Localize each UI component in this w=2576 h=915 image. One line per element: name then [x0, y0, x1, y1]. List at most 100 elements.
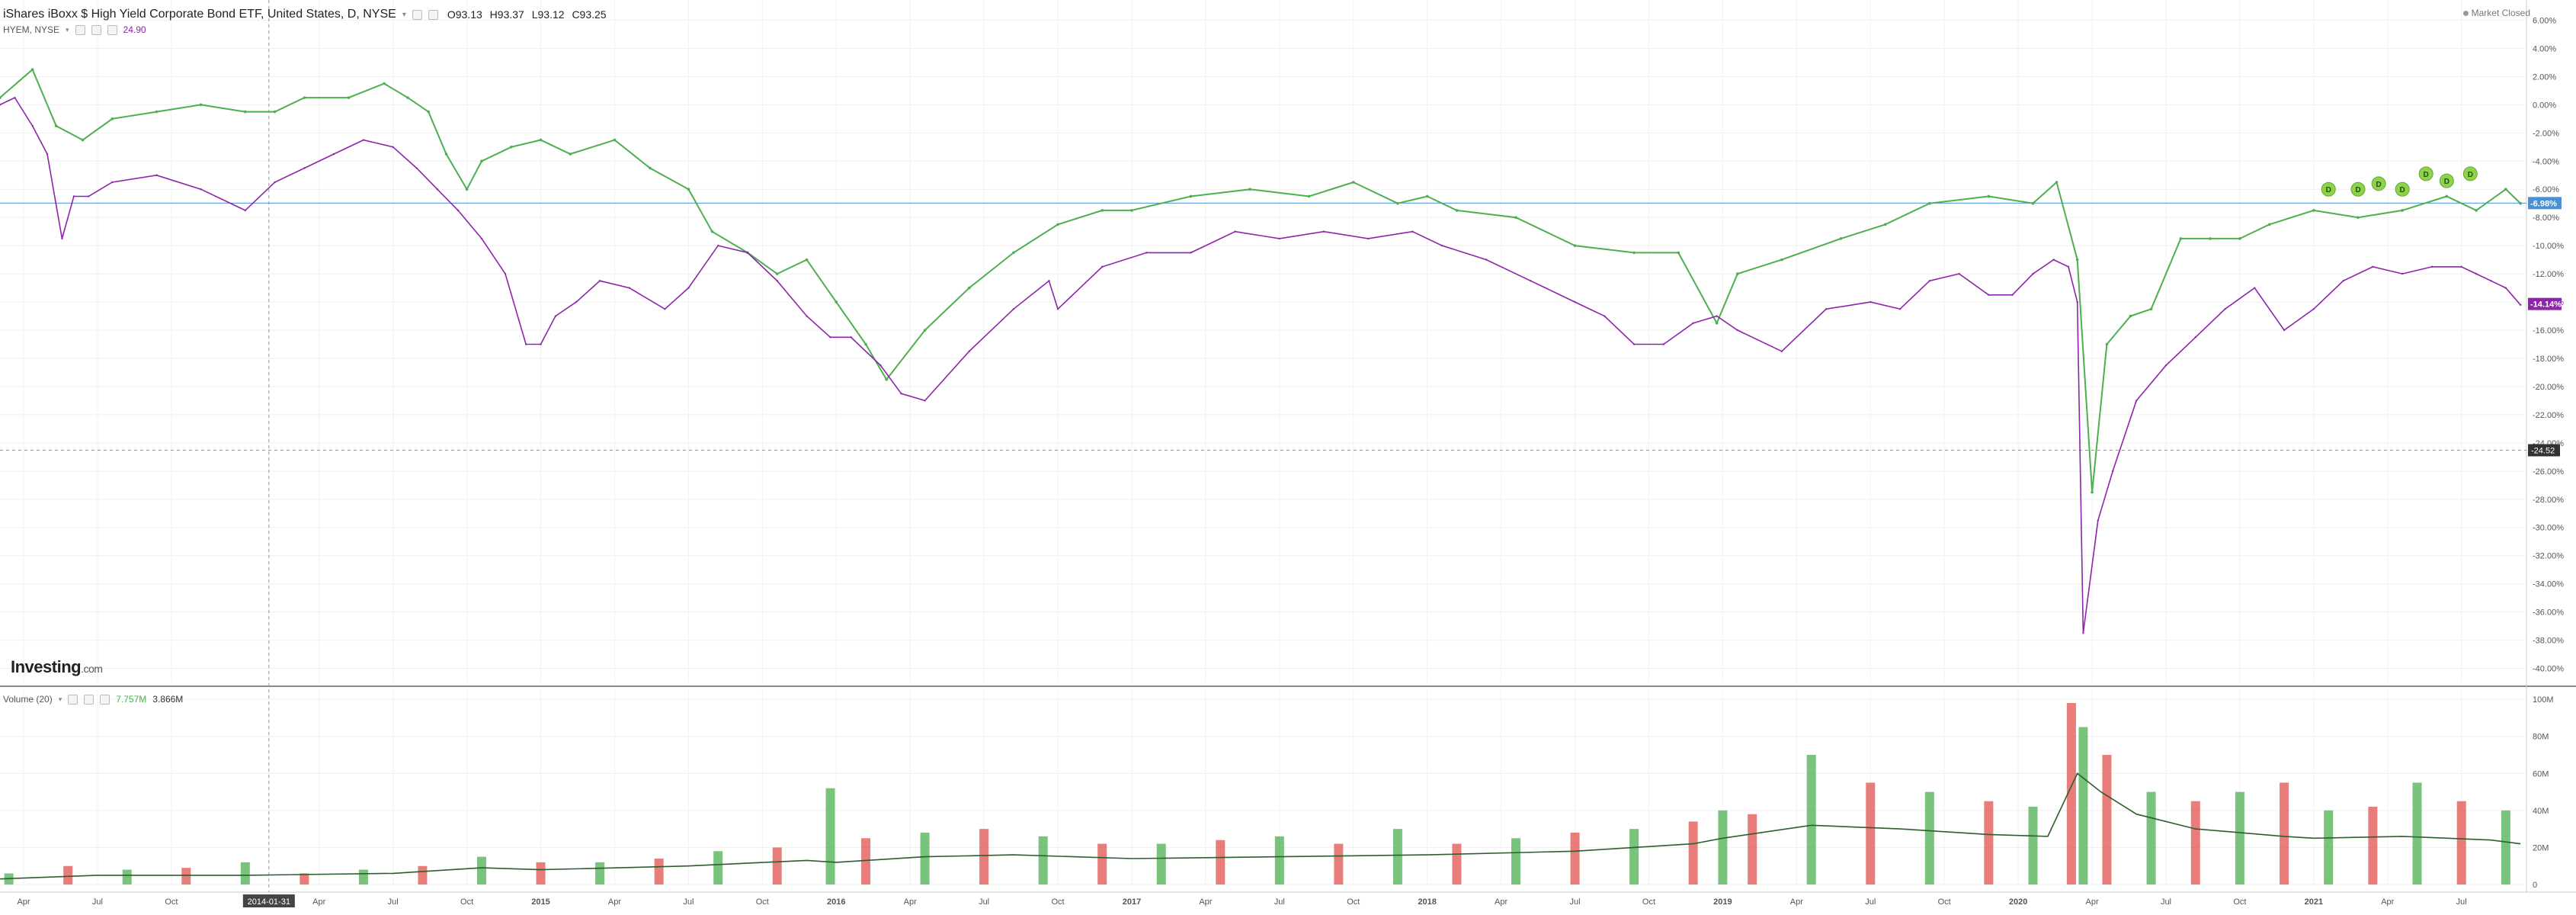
volume-bar — [920, 833, 930, 884]
volume-bar — [1156, 843, 1166, 884]
volume-remove-button[interactable] — [100, 694, 111, 705]
y-tick-label: -34.00% — [2533, 580, 2564, 589]
volume-bar — [2235, 791, 2244, 884]
hyg-point — [406, 96, 409, 99]
hyem-point — [2401, 272, 2404, 275]
x-tick-label: Jul — [388, 897, 399, 907]
low-value: L93.12 — [531, 8, 565, 21]
compare-remove-button[interactable] — [107, 24, 117, 35]
hyg-point — [111, 117, 114, 120]
hyem-point — [244, 209, 247, 212]
hyem-point — [1056, 308, 1059, 310]
hyg-point — [1351, 181, 1355, 184]
hyem-point — [1485, 258, 1488, 261]
hyem-point — [200, 188, 202, 191]
logo-brand: Investing — [11, 657, 82, 676]
compare-hide-button[interactable] — [75, 24, 85, 35]
hyem-point — [457, 209, 460, 212]
volume-dropdown-icon[interactable]: ▾ — [58, 695, 62, 703]
volume-bar — [2066, 703, 2076, 884]
volume-hide-button[interactable] — [68, 694, 78, 705]
hyg-point — [1677, 251, 1680, 255]
x-tick-label: 2015 — [531, 897, 549, 907]
hyg-point — [1189, 194, 1193, 198]
hyg-point — [1396, 201, 1399, 205]
x-tick-label: Apr — [904, 897, 917, 907]
hyem-point — [924, 400, 926, 402]
hyg-point — [1780, 258, 1783, 262]
market-status-icon — [2462, 10, 2469, 16]
legend-hide-button[interactable] — [412, 9, 422, 20]
hyem-point — [61, 237, 63, 240]
investing-logo: Investing.com — [11, 657, 103, 677]
hyg-point — [2149, 307, 2153, 311]
hyem-point — [1988, 294, 1990, 297]
volume-bar — [1216, 840, 1226, 884]
hyg-point — [0, 96, 2, 99]
hyem-point — [1101, 265, 1104, 268]
x-tick-label: Jul — [1274, 897, 1285, 907]
hyem-point — [111, 181, 114, 184]
volume-bar — [772, 847, 782, 884]
hyem-point — [274, 181, 276, 184]
y-tick-label: -36.00% — [2533, 608, 2564, 618]
hyg-point — [1307, 194, 1311, 198]
y-tick-label: 6.00% — [2533, 16, 2556, 25]
volume-bar — [1629, 829, 1639, 884]
dividend-marker-label: D — [2355, 186, 2360, 194]
hyem-point — [46, 152, 49, 156]
hyem-point — [2520, 303, 2522, 306]
volume-bar — [2146, 791, 2156, 884]
hyg-point — [1573, 244, 1577, 247]
hyg-point — [1514, 216, 1517, 219]
dividend-marker-label: D — [2444, 178, 2449, 186]
hyem-point — [806, 315, 808, 317]
hyem-point — [362, 139, 365, 141]
hyem-point — [628, 287, 631, 289]
compare-dropdown-icon[interactable]: ▾ — [66, 25, 69, 34]
hyem-point — [540, 343, 542, 345]
hyg-point — [2475, 209, 2478, 212]
volume-settings-button[interactable] — [84, 694, 95, 705]
value-badge-box — [2528, 197, 2562, 210]
hyg-point — [1715, 321, 1719, 325]
compare-legend: HYEM, NYSE ▾ 24.90 — [3, 24, 146, 35]
logo-suffix: .com — [81, 663, 103, 675]
hyem-point — [664, 308, 666, 310]
hyg-point — [1012, 251, 1015, 255]
hyem-point — [2111, 470, 2114, 473]
hyem-point — [879, 364, 882, 367]
volume-y-tick-label: 20M — [2533, 843, 2549, 852]
dividend-marker — [2439, 173, 2454, 188]
x-tick-label: Apr — [312, 897, 325, 907]
hyem-point — [2342, 280, 2344, 282]
hyg-point — [2209, 237, 2212, 240]
volume-bar — [2190, 801, 2200, 884]
hyem-point — [2194, 336, 2196, 339]
hyem-point — [2312, 308, 2315, 310]
value-badge-box — [2528, 297, 2562, 310]
compare-settings-button[interactable] — [91, 24, 101, 35]
dividend-marker — [2371, 176, 2386, 191]
hyem-point — [1825, 308, 1828, 310]
volume-bar — [358, 869, 368, 884]
hyem-point — [575, 300, 578, 303]
legend-dropdown-icon[interactable]: ▾ — [402, 10, 406, 19]
hyem-point — [2097, 519, 2100, 522]
hyem-point — [1322, 230, 1325, 233]
hyem-point — [598, 280, 601, 282]
legend-settings-button[interactable] — [428, 9, 438, 20]
volume-bar — [300, 873, 309, 884]
crosshair-date-label: 2014-01-31 — [248, 897, 290, 907]
hyg-point — [1455, 209, 1459, 212]
hyem-point — [31, 124, 34, 127]
volume-bar — [536, 862, 546, 884]
hyem-point — [850, 336, 852, 339]
y-tick-label: -12.00% — [2533, 270, 2564, 279]
market-status: Market Closed — [2462, 8, 2530, 18]
hyg-point — [465, 188, 469, 191]
hyem-point — [1366, 237, 1370, 240]
hyg-point — [54, 124, 58, 127]
volume-bar — [1570, 833, 1580, 884]
